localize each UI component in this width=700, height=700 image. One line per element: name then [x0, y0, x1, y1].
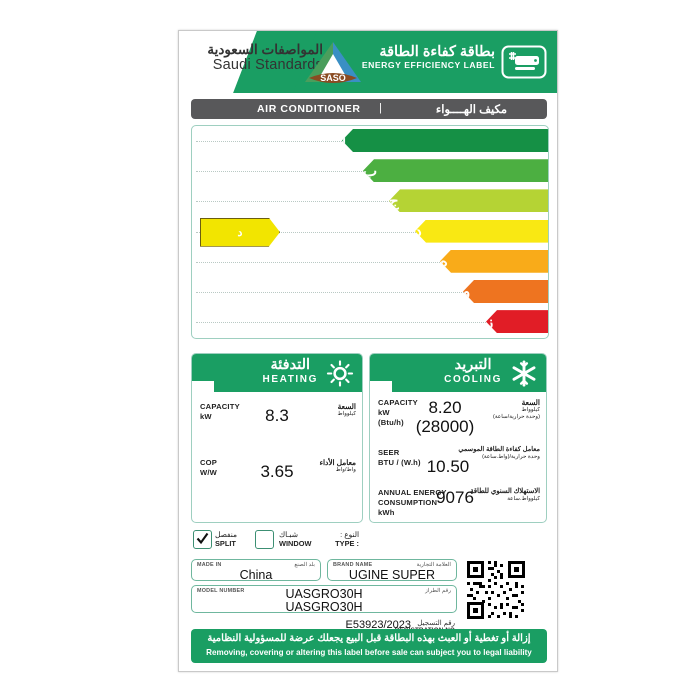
heating-panel: التدفئة HEATING CAPACITY kW 8.3 السعة — [191, 353, 363, 523]
model-label-arabic: رقم الطراز — [425, 588, 451, 594]
heating-cop-value: 3.65 — [260, 462, 294, 481]
cooling-panel: التبريد COOLING CAPACITY kW (Btu/h) 8.20 — [369, 353, 547, 523]
energy-label-title-english: ENERGY EFFICIENCY LABEL — [361, 59, 495, 70]
cooling-annual-consumption-label: ANNUAL ENERGY CONSUMPTION kWh — [378, 488, 447, 518]
legal-warning-footer: إزالة أو تغطية أو العبث بهذه البطاقة قبل… — [191, 629, 547, 663]
split-checkbox[interactable] — [193, 530, 212, 549]
warning-arabic: إزالة أو تغطية أو العبث بهذه البطاقة قبل… — [207, 633, 531, 644]
window-checkbox[interactable] — [255, 530, 274, 549]
grade-row: ه — [192, 247, 548, 277]
cooling-annual-consumption-row: ANNUAL ENERGY CONSUMPTION kWh 9076 الاست… — [370, 488, 546, 522]
snowflake-icon — [512, 360, 536, 387]
made-in-label-english: MADE IN — [197, 562, 222, 568]
type-selection-row: منفصل SPLIT شبـاك WINDOW النوع : TYPE : — [191, 527, 363, 553]
heating-cop-label-arabic: معامل الأداء واط/واط — [319, 458, 356, 474]
grade-dotted-line — [196, 322, 544, 324]
saso-name-english: Saudi Standards — [212, 57, 323, 74]
grade-bar: أ — [342, 129, 548, 152]
model-label-english: MODEL NUMBER — [197, 588, 245, 594]
heating-capacity-value: 8.3 — [265, 406, 289, 425]
cooling-title-arabic: التبريد — [454, 357, 492, 373]
cooling-annual-consumption-value: 9076 — [436, 488, 474, 507]
model-number-box: MODEL NUMBER رقم الطراز UASGRO30H UASGRO… — [191, 585, 457, 614]
air-conditioner-icon — [501, 45, 547, 79]
made-in-box: MADE IN بلد الصنع China — [191, 559, 321, 582]
heating-capacity-row: CAPACITY kW 8.3 السعة كيلوواط — [192, 402, 362, 442]
registration-value: E53923/2023 — [345, 619, 411, 631]
made-in-label-arabic: بلد الصنع — [294, 562, 315, 568]
registration-label-arabic: رقم التسجيل — [417, 620, 455, 627]
grade-bar: و — [463, 279, 548, 303]
brand-value: UGINE SUPER — [348, 568, 436, 582]
window-label-english: WINDOW — [279, 539, 312, 548]
saso-branding: المواصفات السعودية Saudi Standards — [193, 42, 323, 73]
saso-logo-icon: SASO — [305, 42, 361, 83]
grade-dotted-line — [196, 201, 544, 203]
energy-label-title: بطاقة كفاءة الطاقة ENERGY EFFICIENCY LAB… — [362, 44, 495, 71]
cooling-seer-label: SEER BTU / (W.h) — [378, 448, 421, 468]
warning-english: Removing, covering or altering this labe… — [206, 648, 532, 657]
split-label-arabic: منفصل — [215, 530, 237, 539]
cooling-annual-consumption-label-arabic: الاستهلاك السنوي للطاقة كيلوواط.ساعة — [470, 488, 540, 503]
cooling-seer-value: 10.50 — [426, 457, 470, 476]
heating-title-english: HEATING — [262, 373, 318, 385]
cooling-capacity-value: 8.20 — [428, 398, 462, 417]
cooling-title: التبريد COOLING — [444, 357, 502, 385]
type-label-english: TYPE : — [335, 539, 359, 548]
grade-row: أ — [192, 126, 548, 156]
grade-row: ج — [192, 186, 548, 216]
grade-row: ز — [192, 307, 548, 337]
split-label-english: SPLIT — [215, 539, 236, 548]
cooling-capacity-label: CAPACITY kW (Btu/h) — [378, 398, 418, 428]
grade-row: و — [192, 277, 548, 307]
heating-capacity-label: CAPACITY kW — [200, 402, 240, 422]
grade-bar: ه — [440, 249, 548, 273]
heating-title: التدفئة HEATING — [262, 357, 318, 385]
product-type-english: AIR CONDITIONER — [257, 103, 361, 115]
saso-name-arabic: المواصفات السعودية — [207, 42, 323, 57]
grade-row: ب — [192, 156, 548, 186]
product-type-arabic: مكيف الهــــواء — [435, 104, 507, 116]
selected-grade-pointer: د — [200, 217, 280, 247]
grade-bar: ز — [486, 310, 548, 334]
type-label-arabic: النوع : — [340, 530, 359, 539]
model-value: UASGRO30H — [285, 587, 363, 601]
qr-code[interactable] — [465, 559, 527, 621]
cooling-title-english: COOLING — [444, 373, 502, 385]
cooling-capacity-label-arabic: السعة كيلوواط (وحدة حرارية/ساعة) — [493, 398, 540, 421]
grade-bar: ب — [363, 159, 548, 183]
grade-dotted-line — [196, 261, 544, 263]
made-in-value: China — [239, 568, 273, 582]
sun-icon — [326, 360, 354, 387]
cooling-capacity-row: CAPACITY kW (Btu/h) 8.20 (28000) السعة ك… — [370, 398, 546, 444]
saso-logo-text: SASO — [320, 73, 346, 83]
heating-title-arabic: التدفئة — [270, 357, 311, 373]
heating-cop-label: COP W/W — [200, 458, 218, 478]
product-type-bar: AIR CONDITIONER | مكيف الهــــواء — [191, 99, 547, 119]
grade-dotted-line — [196, 292, 544, 294]
grade-dotted-line — [196, 231, 544, 233]
product-type-separator: | — [379, 102, 382, 114]
brand-name-box: BRAND NAME العلامة التجارية UGINE SUPER — [327, 559, 457, 582]
cooling-seer-label-arabic: معامل كفاءة الطاقة الموسمي وحدة حرارية/(… — [458, 446, 540, 461]
grade-bar: ج — [389, 189, 548, 213]
check-icon — [196, 532, 209, 545]
heating-cop-row: COP W/W 3.65 معامل الأداء واط/واط — [192, 458, 362, 498]
energy-label-title-arabic: بطاقة كفاءة الطاقة — [379, 44, 495, 60]
brand-label-english: BRAND NAME — [333, 562, 373, 568]
energy-efficiency-label: المواصفات السعودية Saudi Standards SASO … — [178, 30, 558, 672]
cooling-capacity-btu-value: (28000) — [415, 417, 475, 436]
heating-capacity-label-arabic: السعة كيلوواط — [337, 402, 356, 418]
label-header: المواصفات السعودية Saudi Standards SASO … — [179, 31, 557, 93]
cooling-header — [370, 354, 546, 393]
model-value-second: UASGRO30H — [285, 600, 363, 614]
grade-bar: د — [415, 219, 548, 243]
window-label-arabic: شبـاك — [279, 530, 298, 539]
cooling-seer-row: SEER BTU / (W.h) 10.50 معامل كفاءة الطاق… — [370, 446, 546, 488]
brand-label-arabic: العلامة التجارية — [416, 562, 451, 568]
